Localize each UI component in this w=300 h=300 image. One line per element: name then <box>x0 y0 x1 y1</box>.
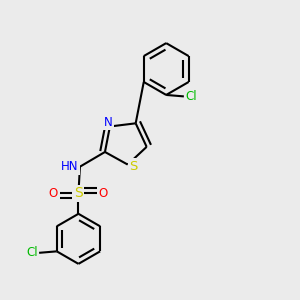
Text: O: O <box>99 187 108 200</box>
Text: Cl: Cl <box>185 90 197 103</box>
Text: N: N <box>104 116 113 129</box>
Text: S: S <box>129 160 138 172</box>
Text: Cl: Cl <box>26 246 38 259</box>
Text: O: O <box>49 187 58 200</box>
Text: HN: HN <box>61 160 79 173</box>
Text: S: S <box>74 186 83 200</box>
